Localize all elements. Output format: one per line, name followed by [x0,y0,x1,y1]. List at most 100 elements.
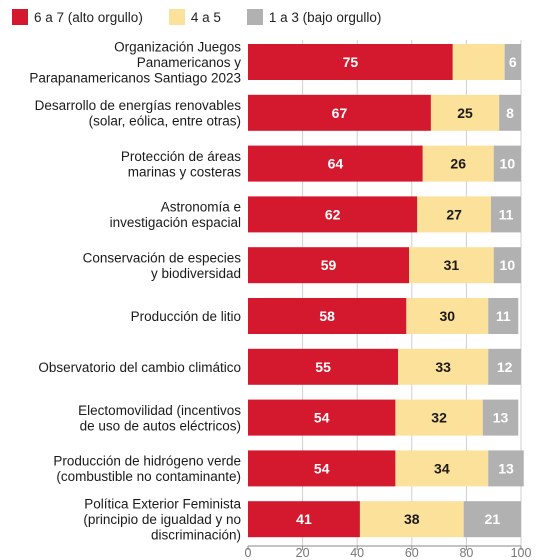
bar-2-2 [493,145,521,182]
bar-5-0 [248,298,407,334]
category-label-7-line-0: Electomovilidad (incentivos [78,403,241,418]
data-label-4-2: 10 [500,257,516,273]
bar-5-2 [488,298,519,334]
bar-6-1 [398,348,489,385]
data-label-0-0: 75 [343,54,359,70]
x-tick-label-100: 100 [511,546,532,560]
data-label-8-1: 34 [434,460,450,476]
data-label-2-2: 10 [500,156,516,172]
bar-1-0 [248,94,431,131]
category-label-6-line-0: Observatorio del cambio climático [38,360,241,375]
data-label-9-0: 41 [296,511,312,527]
data-label-8-0: 54 [314,460,330,476]
legend-swatch-low [246,9,263,25]
data-label-9-1: 38 [404,511,420,527]
category-label-6: Observatorio del cambio climático [38,360,241,375]
category-label-1-line-1: (solar, eólica, entre otras) [89,114,241,129]
data-label-5-1: 30 [440,308,456,324]
bar-8-2 [488,450,524,487]
category-label-7: Electomovilidad (incentivos de uso de aut… [78,403,241,434]
category-label-0-line-1: Panamericanos y [137,55,242,70]
data-label-1-2: 8 [506,105,514,121]
data-label-3-2: 11 [499,206,514,222]
data-label-4-1: 31 [444,257,460,273]
data-label-7-2: 13 [493,410,509,426]
category-label-9: Política Exterior Feminista (principio de… [83,497,241,543]
category-label-4: Conservación de especies y biodiversidad [83,250,242,281]
bar-1-1 [430,94,500,131]
data-label-0-2: 6 [509,54,517,70]
bar-1-2 [499,94,521,131]
category-label-9-line-1: (principio de igualdad y no [83,512,241,527]
data-label-8-2: 13 [498,460,514,476]
legend-item-high: 6 a 7 (alto orgullo) [12,9,143,25]
data-label-1-1: 25 [457,105,473,121]
bar-0-2 [504,44,521,80]
category-label-7-line-1: de uso de autos eléctricos) [80,418,241,433]
bar-0-1 [452,44,505,80]
category-label-1-line-0: Desarrollo de energías renovables [35,98,242,113]
category-label-3-line-1: investigación espacial [110,215,241,230]
legend-swatch-high [12,9,28,25]
category-label-8-line-1: (combustible no contaminante) [56,469,241,484]
legend-item-low: 1 a 3 (bajo orgullo) [246,9,382,25]
category-label-1: Desarrollo de energías renovables (solar,… [35,98,242,129]
bar-9-1 [359,501,464,538]
category-label-8: Producción de hidrógeno verde (combustibl… [53,454,241,485]
category-label-4-line-1: y biodiversidad [151,266,241,281]
data-label-4-0: 59 [321,257,337,273]
category-label-2-line-1: marinas y costeras [128,164,242,179]
legend-swatch-mid [168,9,185,25]
category-label-2: Protección de áreas marinas y costeras [121,149,241,180]
category-label-3: Astronomía e investigación espacial [110,200,241,231]
bar-4-0 [248,247,410,284]
bar-3-0 [248,196,418,233]
bar-6-2 [488,348,521,385]
data-label-6-0: 55 [315,359,331,375]
bar-3-1 [417,196,491,233]
x-tick-label-60: 60 [405,546,419,560]
x-tick-label-80: 80 [459,546,473,560]
data-label-1-0: 67 [332,105,348,121]
category-label-3-line-0: Astronomía e [161,200,241,215]
category-label-5-line-0: Producción de litio [131,309,241,324]
category-label-8-line-0: Producción de hidrógeno verde [53,454,241,469]
data-label-5-0: 58 [319,308,335,324]
bar-2-1 [422,145,494,182]
bar-7-0 [248,399,396,436]
bar-6-0 [248,348,399,385]
bar-8-1 [395,450,489,487]
x-tick-label-40: 40 [350,546,364,560]
data-label-7-1: 32 [431,410,447,426]
data-label-3-1: 27 [446,206,462,222]
legend-item-mid: 4 a 5 [168,9,221,25]
legend: 6 a 7 (alto orgullo) 4 a 5 1 a 3 (bajo o… [12,6,407,28]
x-tick-label-0: 0 [245,546,252,560]
data-label-5-2: 11 [496,308,511,324]
category-label-9-line-0: Política Exterior Feminista [84,497,241,512]
bar-0-0 [248,44,453,80]
category-label-4-line-0: Conservación de especies [83,250,242,265]
category-label-0: Organización Juegos Panamericanos y Parapa… [29,40,241,86]
bar-2-0 [248,145,423,182]
category-label-9-line-2: discriminación) [151,528,241,543]
data-label-7-0: 54 [314,410,330,426]
category-label-2-line-0: Protección de áreas [121,149,241,164]
data-label-3-0: 62 [325,206,341,222]
category-label-0-line-0: Organización Juegos [114,40,241,55]
bar-9-2 [463,501,521,538]
legend-label-low: 1 a 3 (bajo orgullo) [268,9,382,25]
data-label-2-0: 64 [328,156,344,172]
bar-9-0 [248,501,360,538]
bar-4-2 [493,247,521,284]
bar-3-2 [490,196,521,233]
data-label-6-1: 33 [435,359,451,375]
bar-7-1 [395,399,483,436]
data-label-2-1: 26 [450,156,466,172]
legend-label-mid: 4 a 5 [190,9,221,25]
bar-4-1 [409,247,494,284]
category-label-0-line-2: Parapanamericanos Santiago 2023 [29,71,241,86]
bar-5-1 [406,298,489,334]
category-label-5: Producción de litio [131,309,241,324]
